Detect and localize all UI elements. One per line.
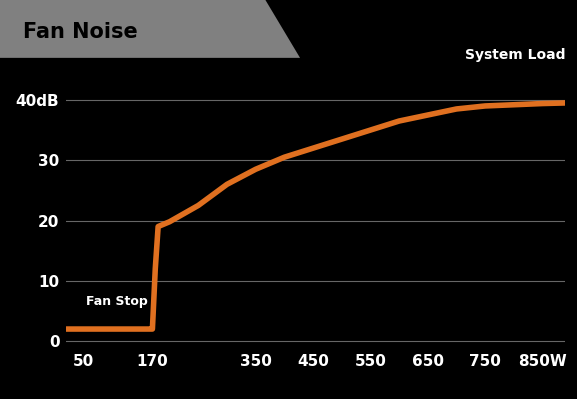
Text: Fan Noise: Fan Noise <box>23 22 138 42</box>
Text: Fan Stop: Fan Stop <box>87 295 148 308</box>
Polygon shape <box>0 0 300 58</box>
Text: System Load: System Load <box>465 48 565 62</box>
